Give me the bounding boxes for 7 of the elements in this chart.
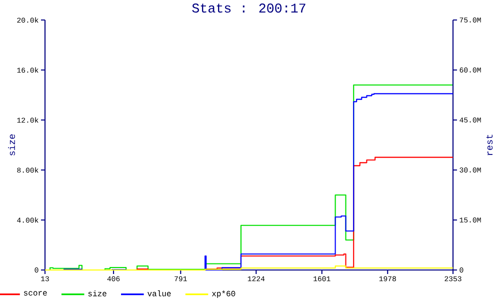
legend-label: xp*60 <box>212 290 236 298</box>
chart-title: Stats : 200:17 <box>192 4 306 13</box>
y-axis-title: size <box>8 134 15 156</box>
legend-label: size <box>88 290 106 296</box>
legend-label: value <box>148 290 171 296</box>
y2-axis-title: rest <box>486 134 493 156</box>
legend-label: score <box>24 291 47 296</box>
